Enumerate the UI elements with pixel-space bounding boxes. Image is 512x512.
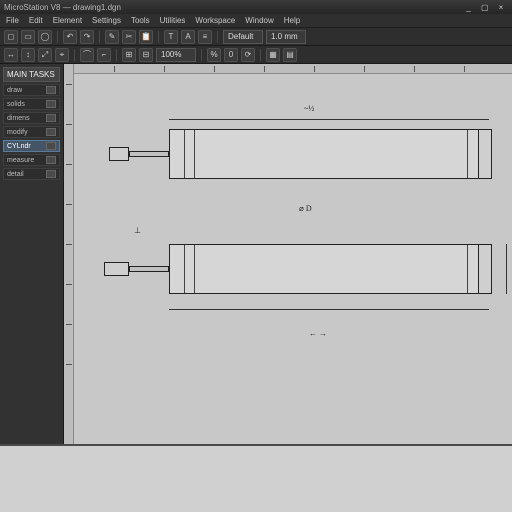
secondary-view-panel[interactable] <box>0 444 512 512</box>
sidebar-item-label: CYLndr <box>7 143 31 150</box>
sidebar-item-label: draw <box>7 87 22 94</box>
window-controls: _ ▢ × <box>462 3 508 12</box>
maximize-button[interactable]: ▢ <box>478 3 492 12</box>
sidebar-item-label: dimens <box>7 115 30 122</box>
dimension-line-v <box>506 244 507 294</box>
menu-edit[interactable]: Edit <box>29 16 43 25</box>
bottom-endcap[interactable] <box>478 244 492 294</box>
origin-icon[interactable]: 0 <box>224 48 238 62</box>
menu-settings[interactable]: Settings <box>92 16 121 25</box>
horizontal-ruler <box>74 64 512 74</box>
menu-window[interactable]: Window <box>245 16 273 25</box>
sidebar-item-cylinder[interactable]: CYLndr <box>3 140 60 152</box>
tool-box-icon[interactable]: ▭ <box>21 30 35 44</box>
zoom-select[interactable]: 100% <box>156 48 196 62</box>
center-icon[interactable]: ⌖ <box>55 48 69 62</box>
pct-icon[interactable]: % <box>207 48 221 62</box>
menu-bar: File Edit Element Settings Tools Utiliti… <box>0 14 512 28</box>
top-knob[interactable] <box>109 147 129 161</box>
refresh-icon[interactable]: ⟳ <box>241 48 255 62</box>
app-title: MicroStation V8 — drawing1.dgn <box>4 3 121 12</box>
sidebar-item-draw[interactable]: draw <box>3 84 60 96</box>
level-select[interactable]: Default <box>223 30 263 44</box>
toolbar-row-1: ◻ ▭ ◯ ↶ ↷ ✎ ✂ 📋 T A ≡ Default 1.0 mm <box>0 28 512 46</box>
swatch-icon <box>46 156 56 164</box>
sidebar-item-modify[interactable]: modify <box>3 126 60 138</box>
sidebar-item-label: measure <box>7 157 34 164</box>
menu-workspace[interactable]: Workspace <box>195 16 235 25</box>
redo-icon[interactable]: ↷ <box>80 30 94 44</box>
cut-icon[interactable]: ✂ <box>122 30 136 44</box>
swatch-icon <box>46 142 56 150</box>
dimension-dia-label: ⌀ D <box>299 204 312 213</box>
undo-icon[interactable]: ↶ <box>63 30 77 44</box>
sidebar-item-solids[interactable]: solids <box>3 98 60 110</box>
corner-icon[interactable]: ⌐ <box>97 48 111 62</box>
close-button[interactable]: × <box>494 3 508 12</box>
bottom-knob[interactable] <box>104 262 129 276</box>
tool-rect-icon[interactable]: ◻ <box>4 30 18 44</box>
swatch-icon <box>46 128 56 136</box>
swatch-icon <box>46 114 56 122</box>
top-cylinder-body[interactable] <box>169 129 489 179</box>
workspace: MAIN TASKS draw solids dimens modify CYL… <box>0 64 512 444</box>
hatch-icon[interactable]: ▤ <box>283 48 297 62</box>
swatch-icon <box>46 86 56 94</box>
sidebar-item-measure[interactable]: measure <box>3 154 60 166</box>
swatch-icon <box>46 100 56 108</box>
swatch-icon <box>46 170 56 178</box>
zoom-out-icon[interactable]: ⊟ <box>139 48 153 62</box>
menu-tools[interactable]: Tools <box>131 16 150 25</box>
sidebar-item-label: detail <box>7 171 24 178</box>
sidebar-item-label: modify <box>7 129 28 136</box>
sidebar-item-dimens[interactable]: dimens <box>3 112 60 124</box>
tool-circle-icon[interactable]: ◯ <box>38 30 52 44</box>
dimension-len-label: ← → <box>309 329 327 338</box>
vertical-ruler <box>64 64 74 444</box>
canvas-view: ~½ ⌀ D D <box>74 64 512 444</box>
zoom-in-icon[interactable]: ⊞ <box>122 48 136 62</box>
pan-v-icon[interactable]: ↕ <box>21 48 35 62</box>
menu-element[interactable]: Element <box>53 16 82 25</box>
menu-utilities[interactable]: Utilities <box>160 16 186 25</box>
sidebar-item-detail[interactable]: detail <box>3 168 60 180</box>
drawing-canvas[interactable]: ~½ ⌀ D D <box>74 74 512 444</box>
bottom-cylinder-body[interactable] <box>169 244 489 294</box>
annot-icon[interactable]: A <box>181 30 195 44</box>
lineweight-select[interactable]: 1.0 mm <box>266 30 306 44</box>
top-shaft[interactable] <box>129 151 169 157</box>
dimension-line <box>169 119 489 120</box>
align-icon[interactable]: ≡ <box>198 30 212 44</box>
edit-icon[interactable]: ✎ <box>105 30 119 44</box>
dimension-line-b <box>169 309 489 310</box>
minimize-button[interactable]: _ <box>462 3 476 12</box>
toolbar-row-2: ↔ ↕ ⤢ ⌖ ⌒ ⌐ ⊞ ⊟ 100% % 0 ⟳ ▦ ▤ <box>0 46 512 64</box>
top-endcap[interactable] <box>478 129 492 179</box>
arc-icon[interactable]: ⌒ <box>80 48 94 62</box>
menu-file[interactable]: File <box>6 16 19 25</box>
task-sidebar: MAIN TASKS draw solids dimens modify CYL… <box>0 64 64 444</box>
paste-icon[interactable]: 📋 <box>139 30 153 44</box>
tick-label: ⊥ <box>134 226 141 235</box>
grid-icon[interactable]: ▦ <box>266 48 280 62</box>
pan-d-icon[interactable]: ⤢ <box>38 48 52 62</box>
menu-help[interactable]: Help <box>284 16 300 25</box>
dimension-top-label: ~½ <box>304 104 314 113</box>
text-icon[interactable]: T <box>164 30 178 44</box>
pan-h-icon[interactable]: ↔ <box>4 48 18 62</box>
sidebar-item-label: solids <box>7 101 25 108</box>
sidebar-title: MAIN TASKS <box>3 67 60 82</box>
title-bar: MicroStation V8 — drawing1.dgn _ ▢ × <box>0 0 512 14</box>
bottom-shaft[interactable] <box>129 266 169 272</box>
